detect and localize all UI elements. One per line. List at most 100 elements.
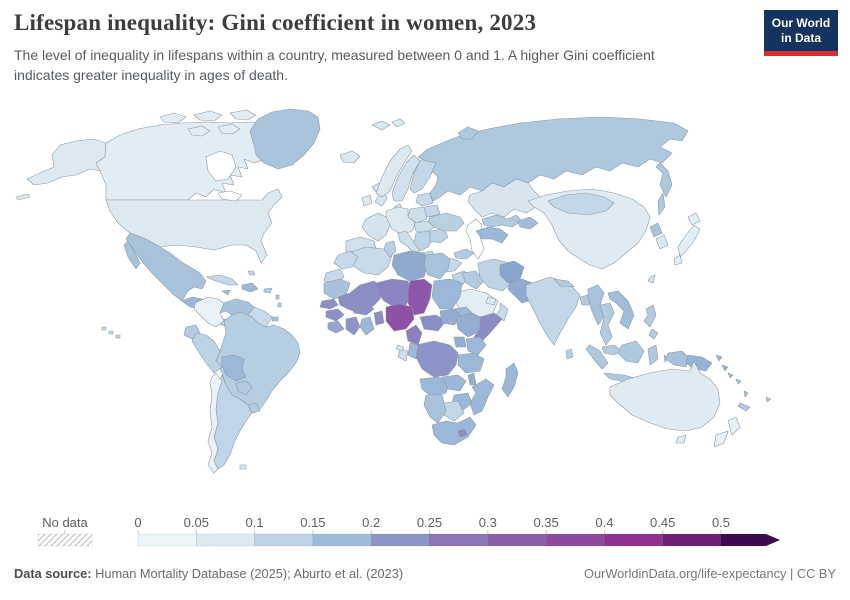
- region-greenland[interactable]: [249, 108, 321, 170]
- region-nz-south[interactable]: [713, 430, 729, 448]
- region-somalia[interactable]: [473, 312, 503, 346]
- legend-swatch-2[interactable]: [254, 533, 314, 547]
- region-nepal[interactable]: [553, 278, 575, 288]
- region-ireland[interactable]: [361, 194, 373, 207]
- region-mali[interactable]: [337, 280, 383, 314]
- region-afghanistan[interactable]: [499, 260, 525, 284]
- region-colombia[interactable]: [193, 296, 225, 328]
- region-angola[interactable]: [419, 376, 451, 398]
- legend-swatch-1[interactable]: [196, 533, 255, 547]
- region-russia[interactable]: [417, 116, 689, 202]
- region-kamchatka[interactable]: [655, 162, 673, 198]
- region-sri-lanka[interactable]: [565, 348, 574, 360]
- legend-swatch-6[interactable]: [487, 533, 547, 547]
- region-solomon-1[interactable]: [727, 372, 734, 379]
- region-senegal[interactable]: [319, 298, 339, 310]
- region-lesser-antilles-1[interactable]: [275, 294, 280, 300]
- region-sakhalin[interactable]: [657, 192, 666, 216]
- region-turkmenistan[interactable]: [475, 226, 509, 244]
- region-guinea[interactable]: [325, 308, 345, 322]
- region-morocco[interactable]: [333, 250, 359, 270]
- region-philippines-2[interactable]: [648, 328, 659, 340]
- region-eq-guinea[interactable]: [395, 344, 405, 352]
- region-hawaii-2[interactable]: [108, 330, 114, 335]
- region-caucasus[interactable]: [453, 248, 475, 260]
- region-paraguay[interactable]: [235, 380, 253, 396]
- region-venezuela[interactable]: [219, 298, 255, 316]
- region-arctic-island-1[interactable]: [159, 112, 187, 124]
- region-south-korea[interactable]: [655, 234, 669, 250]
- region-peru[interactable]: [191, 332, 223, 374]
- region-chile[interactable]: [207, 372, 223, 474]
- region-fiji[interactable]: [765, 396, 772, 403]
- region-nz-north[interactable]: [727, 416, 741, 436]
- region-balkans[interactable]: [413, 230, 435, 252]
- region-iceland[interactable]: [339, 150, 361, 164]
- region-ivory-coast[interactable]: [345, 316, 361, 336]
- region-india[interactable]: [525, 276, 581, 346]
- region-cameroon[interactable]: [405, 324, 423, 346]
- region-baltics[interactable]: [415, 192, 434, 207]
- region-south-africa[interactable]: [431, 416, 477, 446]
- region-zambia[interactable]: [441, 374, 467, 392]
- legend-swatch-7[interactable]: [545, 533, 605, 547]
- legend-swatch-3[interactable]: [312, 533, 372, 547]
- region-taiwan[interactable]: [647, 274, 656, 284]
- region-honshu[interactable]: [677, 224, 701, 258]
- region-car[interactable]: [419, 314, 447, 332]
- region-uganda[interactable]: [453, 336, 467, 348]
- region-ukraine[interactable]: [427, 212, 465, 232]
- region-hawaii-3[interactable]: [115, 334, 121, 339]
- region-kenya[interactable]: [465, 336, 487, 356]
- region-arctic-island-4[interactable]: [187, 125, 211, 137]
- region-aleutians[interactable]: [15, 193, 31, 201]
- region-togo-benin[interactable]: [373, 310, 385, 326]
- region-tasmania[interactable]: [675, 434, 687, 444]
- region-burkina[interactable]: [351, 302, 375, 316]
- region-congo[interactable]: [407, 342, 419, 360]
- region-lesser-antilles-2[interactable]: [277, 302, 282, 308]
- region-novaya-zemlya[interactable]: [457, 126, 479, 140]
- region-mongolia[interactable]: [547, 192, 615, 216]
- region-svalbard[interactable]: [371, 120, 391, 131]
- region-france[interactable]: [361, 212, 391, 242]
- region-arctic-island-2[interactable]: [193, 110, 223, 122]
- region-poland[interactable]: [407, 206, 428, 224]
- region-hispaniola[interactable]: [241, 282, 259, 293]
- legend-swatch-8[interactable]: [604, 533, 663, 547]
- region-indochina[interactable]: [607, 290, 635, 330]
- region-iraq[interactable]: [461, 270, 485, 290]
- region-trinidad[interactable]: [271, 316, 279, 322]
- region-north-korea[interactable]: [649, 222, 663, 238]
- region-gabon[interactable]: [397, 348, 409, 362]
- region-nigeria[interactable]: [385, 303, 415, 332]
- region-sierra-liberia[interactable]: [327, 320, 345, 334]
- region-sulawesi[interactable]: [647, 344, 659, 366]
- region-tunisia[interactable]: [383, 240, 397, 258]
- region-puerto-rico[interactable]: [263, 287, 273, 294]
- region-arctic-island-3[interactable]: [229, 109, 257, 121]
- region-hawaii-1[interactable]: [101, 326, 107, 331]
- region-madagascar[interactable]: [501, 362, 519, 398]
- region-chad[interactable]: [407, 278, 433, 316]
- region-tanzania[interactable]: [457, 352, 485, 374]
- region-hokkaido[interactable]: [687, 212, 701, 226]
- region-svalbard-2[interactable]: [391, 118, 406, 128]
- region-png-island-1[interactable]: [715, 354, 723, 362]
- region-mexico[interactable]: [125, 232, 207, 302]
- legend-swatch-5[interactable]: [429, 533, 489, 547]
- region-vanuatu[interactable]: [743, 390, 749, 398]
- region-australia[interactable]: [609, 360, 721, 432]
- legend-swatch-4[interactable]: [370, 533, 430, 547]
- region-png[interactable]: [685, 354, 713, 372]
- region-philippines[interactable]: [643, 304, 657, 328]
- region-solomon-2[interactable]: [735, 378, 742, 385]
- region-borneo[interactable]: [617, 340, 645, 364]
- legend-no-data-swatch[interactable]: [37, 533, 93, 547]
- region-kyushu[interactable]: [673, 254, 683, 266]
- region-baja[interactable]: [123, 240, 141, 270]
- region-png-island-2[interactable]: [721, 364, 729, 372]
- region-thailand[interactable]: [599, 302, 615, 346]
- region-bolivia[interactable]: [221, 354, 247, 382]
- region-egypt[interactable]: [423, 252, 451, 280]
